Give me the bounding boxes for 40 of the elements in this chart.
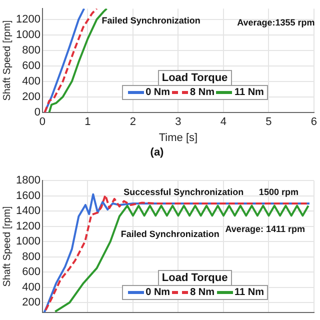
y-tick-label: 800 [22,44,40,56]
legend-label: 11 Nm [234,87,264,98]
y-tick-label: 200 [22,90,40,103]
y-tick-label: 800 [22,250,40,263]
annotation: Successful Synchronization [124,186,244,197]
y-tick-label: 1000 [16,236,40,248]
y-tick-label: 1800 [16,174,40,187]
y-tick-label: 600 [22,266,40,278]
legend-title: Load Torque [158,270,232,286]
y-tick-label: 400 [22,75,40,88]
annotation: Average: 1411 rpm [225,224,305,234]
x-tick-label: 5 [266,116,272,128]
text: (a) [150,146,164,158]
y-axis-title: Shaft Speed [rpm] [2,20,13,101]
y-tick-label: 0 [34,106,40,118]
y-tick-label: 1200 [16,13,40,26]
annotation: Average:1355 rpm [237,18,315,28]
x-tick-label: 3 [175,116,182,128]
legend-label: 0 Nm [146,87,170,98]
legend-label: 11 Nm [234,287,264,298]
annotation: Failed Synchronization [120,229,220,240]
y-tick-label: 600 [22,60,40,72]
annotation: Failed Synchronization [102,16,200,26]
y-tick-label: 1600 [16,190,40,202]
x-tick-label: 2 [130,116,136,128]
annotation: 1500 rpm [258,186,298,197]
legend-label: 0 Nm [146,287,170,298]
y-tick-label: 1200 [16,220,40,232]
legend-title: Load Torque [158,70,232,86]
legend-label: 8 Nm [190,287,215,298]
y-tick-label: 400 [22,281,40,294]
legend-label: 8 Nm [190,87,214,98]
x-tick-label: 1 [84,116,91,128]
y-tick-label: 1000 [16,28,40,41]
x-tick-label: 4 [220,116,227,128]
x-axis-title: Time [s] [158,132,198,144]
y-axis-title: Shaft Speed [rpm] [2,206,13,287]
x-tick-label: 6 [310,116,318,128]
y-tick-label: 1400 [16,205,40,218]
y-tick-label: 200 [22,296,40,309]
